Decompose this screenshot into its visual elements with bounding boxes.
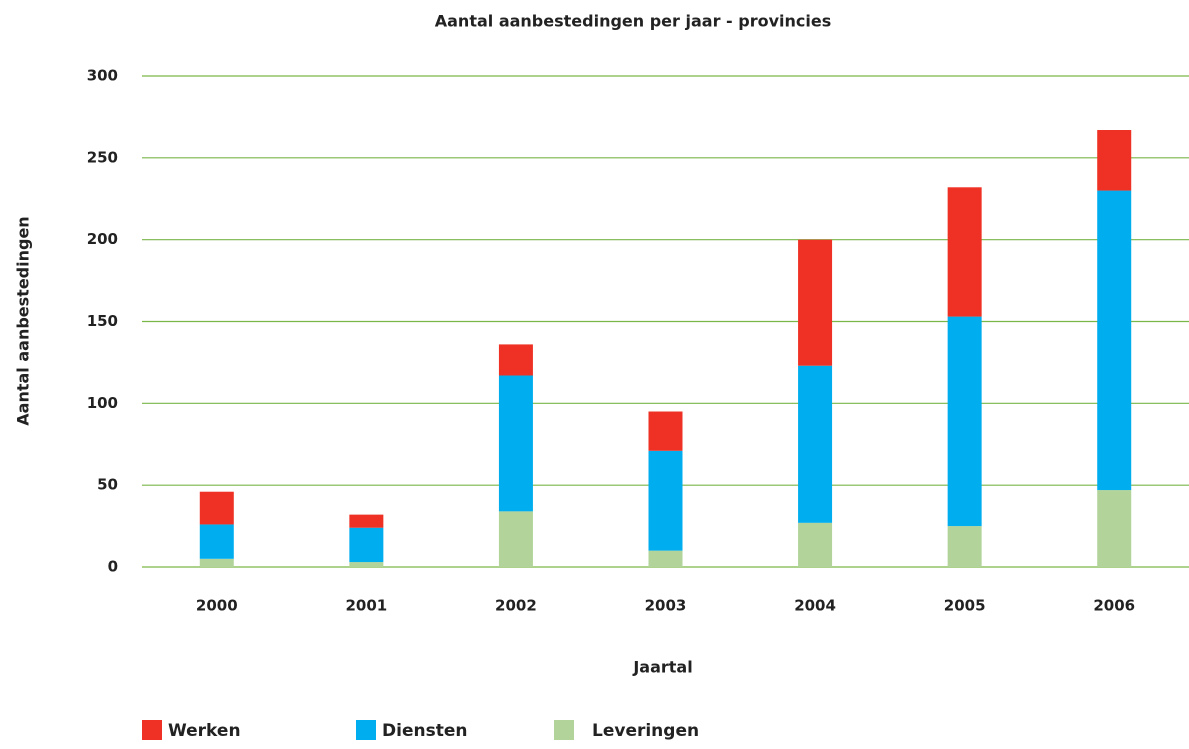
bar-segment [1097,490,1132,567]
x-tick-label: 2003 [645,597,687,615]
y-tick-label: 50 [97,476,118,494]
x-axis-label: Jaartal [632,658,692,677]
bar-segment [798,522,833,567]
x-tick-label: 2000 [196,597,238,615]
x-tick-label: 2002 [495,597,537,615]
y-tick-label: 150 [87,312,118,330]
y-tick-label: 200 [87,230,118,248]
bar-segment [648,550,683,567]
chart-title: Aantal aanbestedingen per jaar - provinc… [435,12,831,31]
bar-segment [648,411,683,451]
bar-segment [199,491,234,525]
bar-segment [349,527,384,563]
bar-segment [1097,190,1132,491]
legend-swatch [356,720,376,740]
y-tick-label: 100 [87,394,118,412]
bar-segment [199,524,234,559]
bar-segment [498,344,533,376]
legend-swatch [142,720,162,740]
bar-segment [349,562,384,567]
bar-segment [947,187,982,317]
bar-segment [648,450,683,551]
bar-segment [1097,130,1132,191]
bar-segment [498,511,533,567]
x-tick-label: 2004 [794,597,836,615]
y-tick-label: 0 [108,558,118,576]
legend-label: Leveringen [592,721,699,741]
bar-segment [498,375,533,512]
x-tick-label: 2001 [345,597,387,615]
y-axis-label: Aantal aanbestedingen [14,216,33,425]
x-tick-label: 2005 [944,597,986,615]
bar-segment [947,526,982,567]
legend-label: Werken [168,721,241,741]
y-tick-label: 250 [87,148,118,166]
x-tick-label: 2006 [1093,597,1135,615]
bar-segment [798,239,833,366]
bar-segment [947,316,982,527]
bar-segment [199,558,234,567]
bar-segment [798,365,833,523]
legend-swatch [554,720,574,740]
bar-segment [349,514,384,528]
legend-label: Diensten [382,721,467,741]
y-tick-label: 300 [87,67,118,85]
